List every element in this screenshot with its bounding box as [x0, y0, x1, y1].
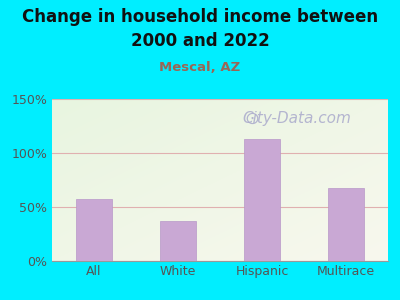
- Text: ⊙: ⊙: [244, 110, 260, 128]
- Bar: [160, 221, 196, 261]
- Text: Mescal, AZ: Mescal, AZ: [159, 61, 241, 74]
- Text: City-Data.com: City-Data.com: [243, 111, 352, 126]
- Bar: [244, 139, 280, 261]
- Text: Change in household income between: Change in household income between: [22, 8, 378, 26]
- Bar: [328, 188, 364, 261]
- Text: 2000 and 2022: 2000 and 2022: [131, 32, 269, 50]
- Bar: [76, 200, 112, 261]
